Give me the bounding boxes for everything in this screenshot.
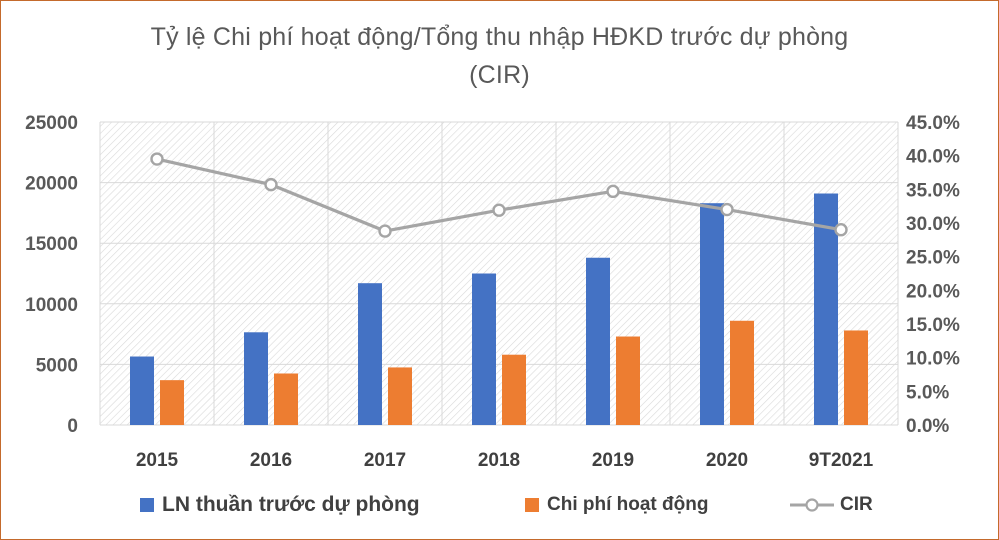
legend-label-ln-thuan: LN thuần trước dự phòng <box>162 493 420 516</box>
y-left-tick-label: 0 <box>67 416 78 437</box>
y-right-tick-label: 10.0% <box>906 349 960 370</box>
cir-point <box>834 223 848 237</box>
y-right-tick-label: 5.0% <box>906 382 949 403</box>
legend-swatch-orange <box>525 498 539 512</box>
x-tick-label: 2018 <box>478 450 520 471</box>
bar-ln-thuan <box>244 332 268 425</box>
legend-swatch-blue <box>140 498 154 512</box>
y-left-tick-label: 20000 <box>25 174 78 195</box>
bar-ln-thuan <box>586 257 610 425</box>
y-right-tick-label: 40.0% <box>906 147 960 168</box>
legend-line-marker-icon <box>790 498 834 512</box>
x-tick-label: 2016 <box>250 450 292 471</box>
y-left-tick-label: 25000 <box>25 113 78 134</box>
x-tick-label: 2019 <box>592 450 634 471</box>
bar-ln-thuan <box>814 193 838 425</box>
bar-chi-phi <box>616 336 640 425</box>
bar-chi-phi <box>730 320 754 425</box>
legend-item-ln-thuan: LN thuần trước dự phòng <box>140 488 420 522</box>
bar-chi-phi <box>388 367 412 425</box>
x-tick-label: 9T2021 <box>809 450 874 471</box>
bar-ln-thuan <box>472 273 496 425</box>
x-tick-label: 2017 <box>364 450 406 471</box>
chart-title-line-1: Tỷ lệ Chi phí hoạt động/Tổng thu nhập HĐ… <box>150 23 849 51</box>
bar-ln-thuan <box>130 356 154 425</box>
cir-point <box>492 203 506 217</box>
cir-point <box>150 152 164 166</box>
chart-title: Tỷ lệ Chi phí hoạt động/Tổng thu nhập HĐ… <box>0 18 999 94</box>
cir-point <box>720 202 734 217</box>
y-right-tick-label: 25.0% <box>906 248 960 269</box>
y-right-tick-label: 20.0% <box>906 281 960 302</box>
y-left-tick-label: 5000 <box>36 355 78 376</box>
bar-ln-thuan <box>358 283 382 425</box>
legend-label-chi-phi: Chi phí hoạt động <box>547 494 709 515</box>
cir-point <box>264 177 278 192</box>
y-right-tick-label: 30.0% <box>906 214 960 235</box>
x-tick-label: 2015 <box>136 450 179 471</box>
bar-chi-phi <box>502 354 526 425</box>
chart-title-line-2: (CIR) <box>469 61 530 89</box>
y-right-tick-label: 0.0% <box>906 416 949 437</box>
x-tick-label: 2020 <box>706 450 748 471</box>
chart-legend: LN thuần trước dự phòng Chi phí hoạt độn… <box>0 488 999 522</box>
legend-item-chi-phi: Chi phí hoạt động <box>525 488 708 522</box>
y-right-tick-label: 45.0% <box>906 113 960 134</box>
plot-background <box>100 122 898 425</box>
cir-point <box>606 184 620 199</box>
bar-chi-phi <box>274 373 298 425</box>
cir-point <box>378 224 392 238</box>
legend-item-cir: CIR <box>790 488 873 522</box>
y-right-tick-label: 15.0% <box>906 315 960 336</box>
bar-chi-phi <box>844 330 868 425</box>
y-left-tick-label: 15000 <box>25 234 78 255</box>
bar-ln-thuan <box>700 203 724 425</box>
bar-chi-phi <box>160 380 184 425</box>
legend-label-cir: CIR <box>840 494 873 515</box>
y-left-tick-label: 10000 <box>25 295 78 316</box>
y-right-tick-label: 35.0% <box>906 180 960 201</box>
